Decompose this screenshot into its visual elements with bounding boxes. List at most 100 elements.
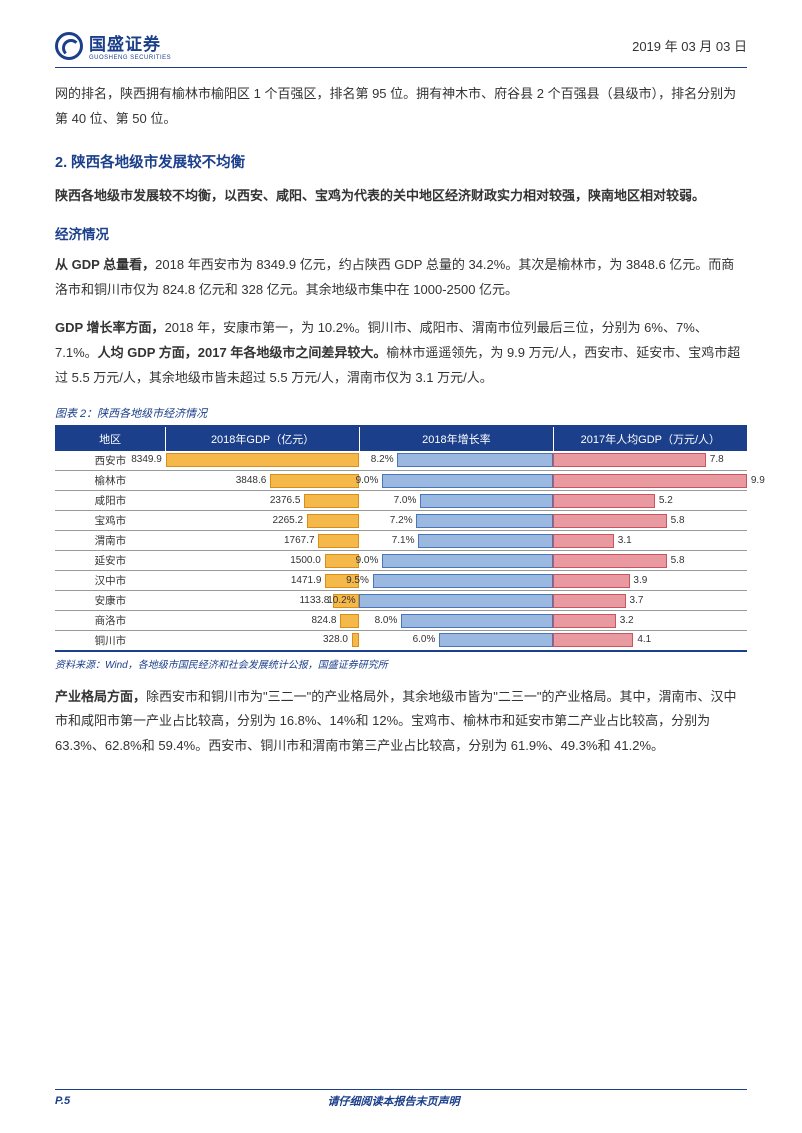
percap-value: 9.9 [751, 473, 765, 489]
percap-cell: 7.8 [553, 451, 747, 471]
growth-bar [397, 453, 553, 467]
table-header: 地区 [55, 426, 166, 451]
page-number: P.5 [55, 1095, 70, 1107]
region-cell: 渭南市 [55, 531, 166, 551]
section-2-summary: 陕西各地级市发展较不均衡，以西安、咸阳、宝鸡为代表的关中地区经济财政实力相对较强… [55, 184, 747, 209]
region-cell: 咸阳市 [55, 491, 166, 511]
growth-bar [382, 474, 553, 488]
gdp-cell: 2265.2 [166, 511, 360, 531]
chart-source: 资料来源：Wind，各地级市国民经济和社会发展统计公报，国盛证券研究所 [55, 656, 747, 671]
region-cell: 宝鸡市 [55, 511, 166, 531]
section-2-title: 2. 陕西各地级市发展较不均衡 [55, 151, 747, 172]
gdp-value: 8349.9 [131, 452, 162, 468]
percap-value: 3.9 [633, 573, 647, 589]
page-header: 国盛证券 GUOSHENG SECURITIES 2019 年 03 月 03 … [55, 30, 747, 68]
gdp-bar [270, 474, 359, 488]
percap-bar [553, 514, 667, 528]
region-cell: 延安市 [55, 551, 166, 571]
growth-value: 6.0% [413, 632, 436, 648]
table-row: 商洛市 824.8 8.0% 3.2 [55, 611, 747, 631]
region-cell: 安康市 [55, 591, 166, 611]
growth-cell: 9.0% [359, 471, 553, 491]
growth-bar [420, 494, 553, 508]
growth-bar [416, 514, 553, 528]
growth-value: 9.0% [356, 553, 379, 569]
percap-value: 5.8 [671, 513, 685, 529]
growth-cell: 6.0% [359, 631, 553, 651]
table-row: 榆林市 3848.6 9.0% 9.9 [55, 471, 747, 491]
gdp-bar [340, 614, 359, 628]
gdp-value: 824.8 [311, 613, 336, 629]
gdp-bar [304, 494, 359, 508]
growth-cell: 7.1% [359, 531, 553, 551]
region-cell: 榆林市 [55, 471, 166, 491]
economy-table: 地区2018年GDP（亿元）2018年增长率2017年人均GDP（万元/人） 西… [55, 425, 747, 652]
growth-cell: 8.0% [359, 611, 553, 631]
region-cell: 商洛市 [55, 611, 166, 631]
growth-value: 9.5% [346, 573, 369, 589]
gdp-value: 3848.6 [236, 473, 267, 489]
gdp-value: 1767.7 [284, 533, 315, 549]
growth-bar [382, 554, 553, 568]
percap-bar [553, 453, 706, 467]
table-header: 2018年增长率 [359, 426, 553, 451]
percap-cell: 9.9 [553, 471, 747, 491]
growth-bar [439, 633, 553, 647]
table-row: 宝鸡市 2265.2 7.2% 5.8 [55, 511, 747, 531]
intro-paragraph: 网的排名，陕西拥有榆林市榆阳区 1 个百强区，排名第 95 位。拥有神木市、府谷… [55, 82, 747, 131]
table-row: 延安市 1500.0 9.0% 5.8 [55, 551, 747, 571]
gdp-value: 328.0 [323, 632, 348, 648]
industry-paragraph: 产业格局方面，除西安市和铜川市为"三二一"的产业格局外，其余地级市皆为"二三一"… [55, 685, 747, 759]
table-row: 咸阳市2376.57.0%5.2 [55, 491, 747, 511]
growth-cell: 9.0% [359, 551, 553, 571]
gdp-value: 1500.0 [290, 553, 321, 569]
page-footer: P.5 请仔细阅读本报告末页声明 [55, 1089, 747, 1109]
growth-value: 8.0% [375, 613, 398, 629]
table-header: 2018年GDP（亿元） [166, 426, 360, 451]
percap-cell: 3.7 [553, 591, 747, 611]
table-row: 渭南市 1767.7 7.1% 3.1 [55, 531, 747, 551]
chart-2-title: 图表 2：陕西各地级市经济情况 [55, 405, 747, 421]
percap-cell: 3.9 [553, 571, 747, 591]
growth-value: 7.0% [394, 493, 417, 509]
table-header: 2017年人均GDP（万元/人） [553, 426, 747, 451]
gdp-value: 1471.9 [291, 573, 322, 589]
percap-bar [553, 633, 633, 647]
percap-value: 7.8 [710, 452, 724, 468]
growth-cell: 7.2% [359, 511, 553, 531]
gdp-bar [352, 633, 360, 647]
percap-cell: 3.2 [553, 611, 747, 631]
table-row: 铜川市 328.0 6.0% 4.1 [55, 631, 747, 651]
table-row: 汉中市 1471.9 9.5% 3.9 [55, 571, 747, 591]
growth-bar [418, 534, 553, 548]
growth-bar [401, 614, 553, 628]
growth-bar [373, 574, 553, 588]
percap-bar [553, 614, 616, 628]
gdp-cell: 1500.0 [166, 551, 360, 571]
percap-value: 4.1 [637, 632, 651, 648]
growth-value: 9.0% [356, 473, 379, 489]
gdp-cell: 328.0 [166, 631, 360, 651]
percap-value: 3.7 [630, 593, 644, 609]
region-cell: 铜川市 [55, 631, 166, 651]
percap-cell: 5.8 [553, 551, 747, 571]
percap-bar [553, 534, 614, 548]
growth-value: 7.1% [392, 533, 415, 549]
gdp-value: 2265.2 [272, 513, 303, 529]
percap-cell: 4.1 [553, 631, 747, 651]
gdp-bar [325, 554, 360, 568]
gdp-bar [166, 453, 360, 467]
growth-value: 10.2% [327, 593, 355, 609]
growth-bar [359, 594, 553, 608]
region-cell: 汉中市 [55, 571, 166, 591]
growth-cell: 9.5% [359, 571, 553, 591]
table-row: 安康市 1133.810.2% 3.7 [55, 591, 747, 611]
percap-cell: 5.2 [553, 491, 747, 511]
gdp-growth-paragraph: GDP 增长率方面，2018 年，安康市第一，为 10.2%。铜川市、咸阳市、渭… [55, 316, 747, 390]
gdp-cell: 1767.7 [166, 531, 360, 551]
logo-icon [55, 32, 83, 60]
growth-cell: 7.0% [359, 491, 553, 511]
gdp-cell: 1471.9 [166, 571, 360, 591]
gdp-value: 1133.8 [299, 593, 329, 609]
percap-value: 3.1 [618, 533, 632, 549]
